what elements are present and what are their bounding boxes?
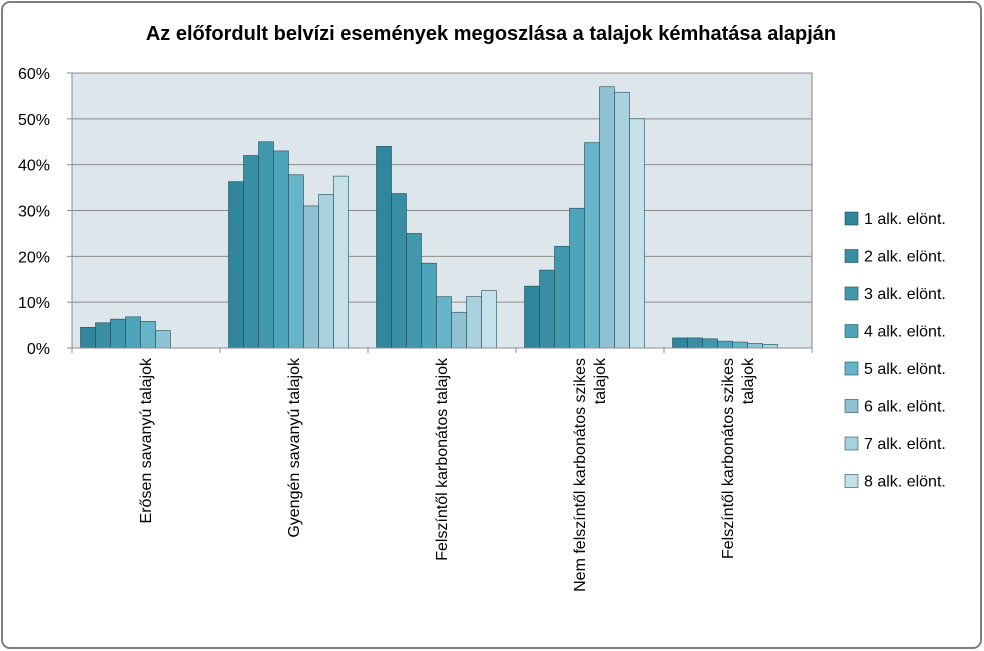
- x-category-label: Gyengén savanyú talajok: [286, 357, 303, 538]
- bars: [80, 86, 778, 349]
- x-axis: Erősen savanyú talajok Gyengén savanyú ta…: [71, 347, 813, 592]
- bar: [155, 330, 171, 349]
- bar: [258, 141, 274, 349]
- bar: [702, 338, 718, 349]
- bar: [288, 174, 304, 349]
- legend-swatch: [844, 474, 859, 488]
- legend-swatch: [844, 324, 859, 338]
- legend-label: 1 alk. elönt.: [864, 211, 946, 228]
- bar: [406, 233, 422, 349]
- bar: [762, 344, 778, 349]
- legend-swatch: [844, 361, 859, 376]
- bar: [554, 245, 570, 349]
- bar: [436, 296, 452, 349]
- bar: [717, 340, 733, 349]
- bar: [376, 146, 392, 349]
- legend-label: 7 alk. elönt.: [864, 436, 946, 453]
- legend-swatch: [844, 249, 859, 263]
- bar: [687, 337, 703, 349]
- legend-swatch: [844, 399, 859, 413]
- legend-swatch: [844, 211, 859, 226]
- x-category-label: Felszíntől karbonátos szikes: [720, 358, 737, 559]
- bar: [451, 311, 467, 349]
- bar: [599, 86, 615, 349]
- legend-label: 5 alk. elönt.: [864, 361, 946, 378]
- bar: [584, 142, 600, 349]
- y-tick-label: 20%: [18, 249, 50, 266]
- bar: [303, 205, 319, 349]
- bar: [243, 155, 259, 349]
- legend-label: 8 alk. elönt.: [864, 474, 946, 491]
- bar: [747, 343, 763, 349]
- bar: [421, 262, 437, 349]
- bar: [228, 181, 244, 349]
- x-category-label: Nem felszíntől karbonátos szikes: [572, 358, 589, 592]
- bar: [80, 327, 96, 349]
- x-category-label: talajok: [592, 357, 609, 404]
- x-category-label: Felszíntől karbonátos talajok: [434, 357, 451, 561]
- bar: [569, 207, 585, 349]
- y-tick-label: 60%: [18, 66, 50, 83]
- y-tick-label: 40%: [18, 158, 50, 175]
- legend-label: 2 alk. elönt.: [864, 249, 946, 266]
- bar: [481, 290, 497, 349]
- bar: [318, 194, 334, 349]
- bar: [672, 337, 688, 349]
- chart-title: Az előfordult belvízi események megoszlá…: [146, 23, 836, 45]
- x-category-label: talajok: [740, 357, 757, 404]
- y-axis: 0% 10% 20% 30% 40% 50% 60%: [18, 66, 73, 358]
- legend-swatch: [844, 436, 859, 451]
- plot-area: [71, 72, 813, 349]
- bar: [140, 321, 156, 349]
- bar: [333, 175, 349, 349]
- bar: [614, 91, 630, 349]
- bar: [110, 318, 126, 349]
- y-tick-label: 0%: [27, 341, 50, 358]
- bar: [273, 150, 289, 349]
- y-tick-label: 50%: [18, 112, 50, 129]
- bar: [125, 316, 141, 349]
- legend: 1 alk. elönt. 2 alk. elönt. 3 alk. elönt. 4…: [844, 211, 946, 491]
- legend-label: 4 alk. elönt.: [864, 324, 946, 341]
- bar: [524, 285, 540, 349]
- bar: [539, 269, 555, 349]
- bar: [391, 193, 407, 349]
- bar: [466, 296, 482, 349]
- legend-label: 3 alk. elönt.: [864, 286, 946, 303]
- legend-label: 6 alk. elönt.: [864, 399, 946, 416]
- x-category-label: Erősen savanyú talajok: [138, 357, 155, 523]
- y-tick-label: 30%: [18, 204, 50, 221]
- bar: [95, 322, 111, 349]
- bar: [629, 118, 645, 349]
- y-tick-label: 10%: [18, 295, 50, 312]
- legend-swatch: [844, 286, 859, 301]
- bar: [732, 341, 748, 349]
